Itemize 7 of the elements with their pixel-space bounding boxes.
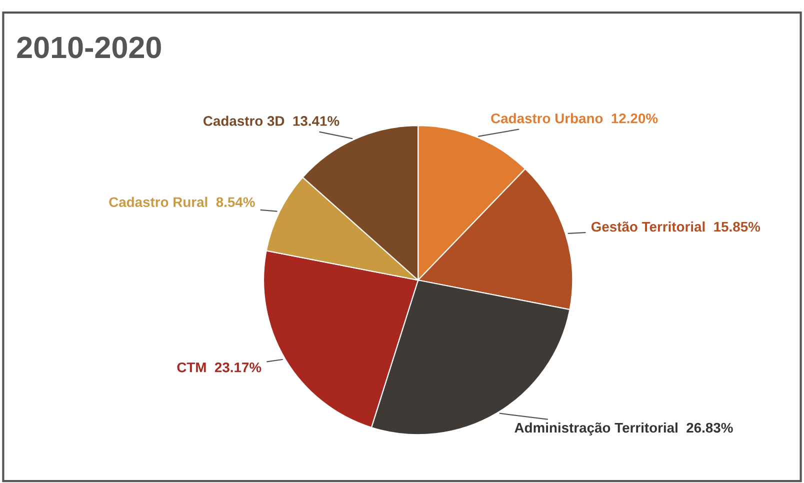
chart-title: 2010-2020 (17, 36, 161, 58)
slice-label: Administração Territorial 26.83% (514, 422, 733, 436)
slice-label: CTM 23.17% (177, 362, 262, 372)
slice-label: Cadastro 3D 13.41% (204, 116, 340, 126)
slice-label: Cadastro Rural 8.54% (109, 196, 255, 208)
slice-label: Gestão Territorial 15.85% (591, 221, 760, 232)
slice-label: Cadastro Urbano 12.20% (491, 113, 658, 124)
